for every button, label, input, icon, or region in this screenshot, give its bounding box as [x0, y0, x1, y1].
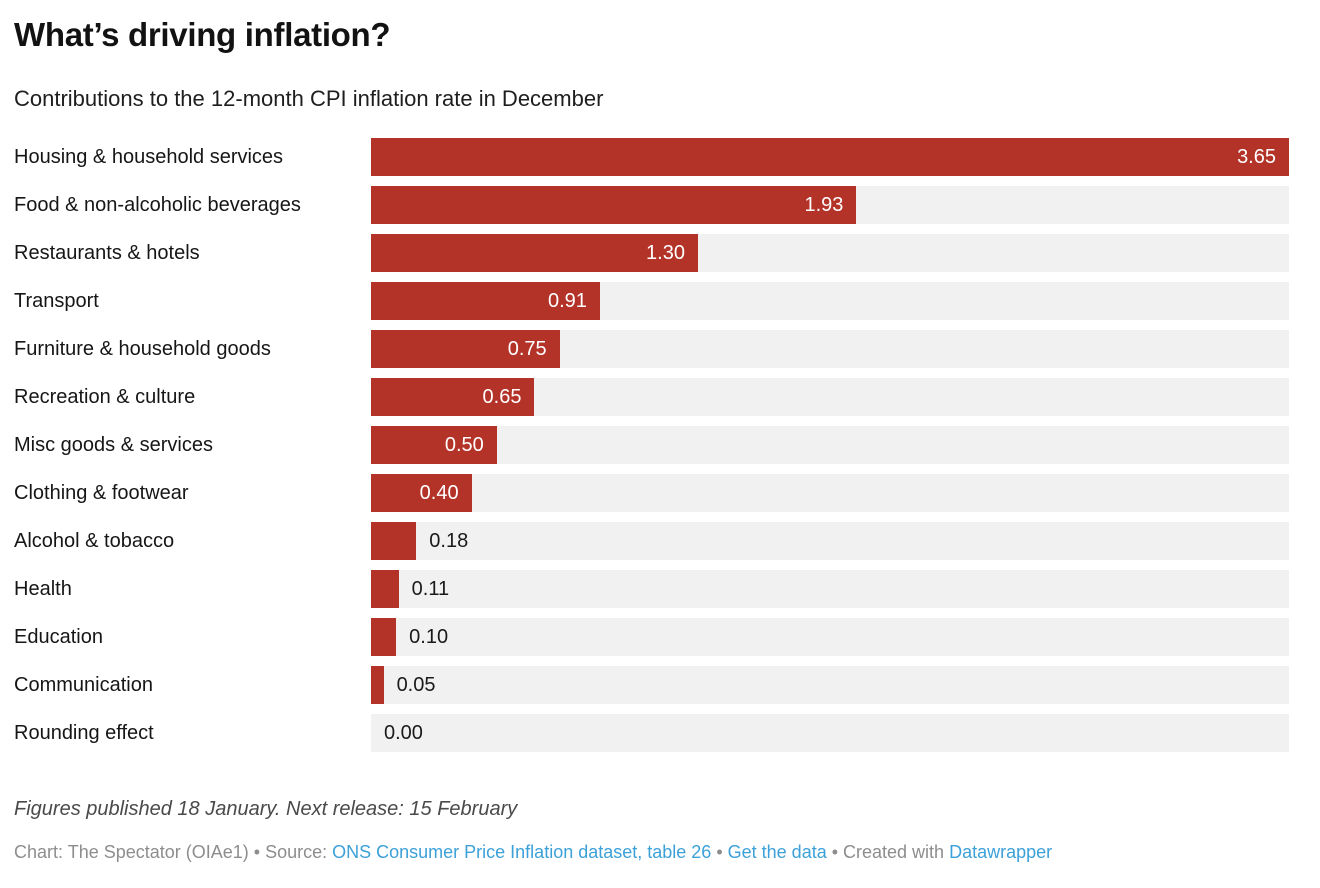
source-dataset-link[interactable]: ONS Consumer Price Inflation dataset, ta… — [332, 842, 712, 862]
bar — [371, 378, 535, 416]
bar — [371, 522, 417, 560]
bar-track: 0.75 — [371, 330, 1289, 368]
chart-row: Restaurants & hotels 1.30 — [14, 234, 1289, 272]
credit-text: • Created with — [826, 842, 950, 862]
value-label: 0.40 — [419, 482, 459, 504]
chart-row: Clothing & footwear 0.40 — [14, 474, 1289, 512]
value-label: 0.65 — [482, 386, 522, 408]
category-label: Food & non-alcoholic beverages — [14, 193, 301, 216]
chart-subtitle: Contributions to the 12-month CPI inflat… — [14, 86, 604, 111]
category-label: Furniture & household goods — [14, 337, 271, 360]
category-label: Alcohol & tobacco — [14, 529, 175, 552]
bar-track: 0.10 — [371, 618, 1289, 656]
chart-row: Transport 0.91 — [14, 282, 1289, 320]
category-label: Transport — [14, 289, 99, 312]
bar-chart: Housing & household services 3.65 Food & n… — [14, 138, 1289, 752]
category-label: Recreation & culture — [14, 385, 196, 408]
credit-text: Chart: The Spectator (OIAe1) • Source: — [14, 842, 333, 862]
bar-track: 1.93 — [371, 186, 1289, 224]
value-label: 1.93 — [804, 194, 844, 216]
chart-row: Housing & household services 3.65 — [14, 138, 1289, 176]
value-label: 0.91 — [547, 290, 587, 312]
category-label: Restaurants & hotels — [14, 241, 200, 264]
chart-row: Rounding effect 0.00 — [14, 714, 1289, 752]
chart-row: Alcohol & tobacco 0.18 — [14, 522, 1289, 560]
value-label: 0.18 — [429, 530, 469, 552]
value-label: 0.75 — [507, 338, 547, 360]
value-label: 0.11 — [411, 578, 450, 600]
category-label: Misc goods & services — [14, 433, 213, 456]
category-label: Communication — [14, 673, 153, 696]
chart-row: Furniture & household goods 0.75 — [14, 330, 1289, 368]
chart-row: Communication 0.05 — [14, 666, 1289, 704]
bar-track: 1.30 — [371, 234, 1289, 272]
bar — [371, 186, 857, 224]
datawrapper-link[interactable]: Datawrapper — [949, 842, 1053, 862]
chart-row: Misc goods & services 0.50 — [14, 426, 1289, 464]
chart-credit-line: Chart: The Spectator (OIAe1) • Source: O… — [14, 841, 1289, 863]
value-label: 3.65 — [1237, 146, 1276, 168]
bar-track: 0.11 — [371, 570, 1289, 608]
category-label: Education — [14, 625, 103, 648]
chart-row: Education 0.10 — [14, 618, 1289, 656]
bar — [371, 282, 600, 320]
category-label: Clothing & footwear — [14, 481, 189, 504]
chart-footnote: Figures published 18 January. Next relea… — [14, 798, 518, 820]
bar-track: 0.05 — [371, 666, 1289, 704]
chart-row: Recreation & culture 0.65 — [14, 378, 1289, 416]
value-label: 0.00 — [384, 722, 423, 744]
category-label: Housing & household services — [14, 145, 284, 168]
bar — [371, 474, 472, 512]
chart-row: Health 0.11 — [14, 570, 1289, 608]
bar — [371, 138, 1289, 176]
value-label: 0.50 — [444, 434, 484, 456]
bar-track: 0.40 — [371, 474, 1289, 512]
bar-track: 0.65 — [371, 378, 1289, 416]
credit-separator: • — [711, 842, 728, 862]
bar-track: 0.00 — [371, 714, 1289, 752]
bar — [371, 618, 397, 656]
bar-track: 3.65 — [371, 138, 1289, 176]
chart-row: Food & non-alcoholic beverages 1.93 — [14, 186, 1289, 224]
bar — [371, 666, 384, 704]
bar — [371, 426, 497, 464]
bar-track: 0.91 — [371, 282, 1289, 320]
value-label: 0.10 — [409, 626, 449, 648]
value-label: 1.30 — [646, 242, 685, 264]
category-label: Health — [14, 577, 72, 600]
chart-card: What’s driving inflation? Contributions … — [14, 16, 1289, 863]
bar — [371, 570, 399, 608]
value-label: 0.05 — [396, 674, 436, 696]
category-label: Rounding effect — [14, 721, 154, 744]
bar-track: 0.50 — [371, 426, 1289, 464]
bar — [371, 330, 560, 368]
bar-track: 0.18 — [371, 522, 1289, 560]
bar — [371, 234, 698, 272]
get-the-data-link[interactable]: Get the data — [727, 842, 827, 862]
page-title: What’s driving inflation? — [14, 16, 391, 53]
